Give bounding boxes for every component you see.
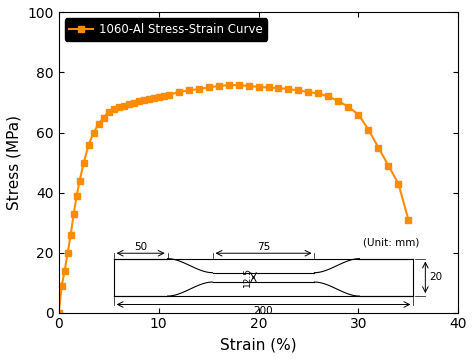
1060-Al Stress-Strain Curve xyxy=(86,143,91,147)
1060-Al Stress-Strain Curve xyxy=(151,96,156,100)
1060-Al Stress-Strain Curve xyxy=(146,97,152,101)
1060-Al Stress-Strain Curve xyxy=(166,93,172,97)
1060-Al Stress-Strain Curve xyxy=(141,97,146,102)
1060-Al Stress-Strain Curve xyxy=(121,103,127,108)
1060-Al Stress-Strain Curve xyxy=(316,91,321,95)
X-axis label: Strain (%): Strain (%) xyxy=(220,337,297,352)
1060-Al Stress-Strain Curve xyxy=(74,194,80,198)
1060-Al Stress-Strain Curve xyxy=(131,101,137,105)
1060-Al Stress-Strain Curve xyxy=(126,102,131,106)
1060-Al Stress-Strain Curve xyxy=(161,94,166,98)
1060-Al Stress-Strain Curve xyxy=(136,99,142,103)
1060-Al Stress-Strain Curve xyxy=(265,85,271,90)
1060-Al Stress-Strain Curve xyxy=(286,87,292,91)
1060-Al Stress-Strain Curve xyxy=(71,211,77,216)
1060-Al Stress-Strain Curve xyxy=(196,87,201,91)
1060-Al Stress-Strain Curve xyxy=(81,160,87,165)
1060-Al Stress-Strain Curve xyxy=(236,83,241,87)
1060-Al Stress-Strain Curve xyxy=(106,109,111,114)
1060-Al Stress-Strain Curve xyxy=(101,115,107,120)
Line: 1060-Al Stress-Strain Curve: 1060-Al Stress-Strain Curve xyxy=(56,82,411,316)
1060-Al Stress-Strain Curve xyxy=(406,218,411,222)
1060-Al Stress-Strain Curve xyxy=(326,94,331,99)
Text: 12.5: 12.5 xyxy=(243,267,252,287)
1060-Al Stress-Strain Curve xyxy=(346,105,351,109)
1060-Al Stress-Strain Curve xyxy=(276,86,282,90)
1060-Al Stress-Strain Curve xyxy=(65,251,71,255)
Legend: 1060-Al Stress-Strain Curve: 1060-Al Stress-Strain Curve xyxy=(64,18,267,41)
1060-Al Stress-Strain Curve xyxy=(226,83,231,87)
1060-Al Stress-Strain Curve xyxy=(385,163,391,168)
Text: 50: 50 xyxy=(134,242,147,252)
Y-axis label: Stress (MPa): Stress (MPa) xyxy=(7,115,22,210)
1060-Al Stress-Strain Curve xyxy=(68,232,73,237)
Text: (Unit: mm): (Unit: mm) xyxy=(364,237,420,247)
1060-Al Stress-Strain Curve xyxy=(186,88,191,93)
1060-Al Stress-Strain Curve xyxy=(156,95,162,99)
1060-Al Stress-Strain Curve xyxy=(176,90,182,94)
1060-Al Stress-Strain Curve xyxy=(246,84,251,88)
Text: 20: 20 xyxy=(429,272,442,283)
1060-Al Stress-Strain Curve xyxy=(206,85,211,90)
1060-Al Stress-Strain Curve xyxy=(365,127,371,132)
1060-Al Stress-Strain Curve xyxy=(356,112,361,117)
1060-Al Stress-Strain Curve xyxy=(116,105,121,109)
1060-Al Stress-Strain Curve xyxy=(296,88,301,93)
1060-Al Stress-Strain Curve xyxy=(96,121,101,126)
1060-Al Stress-Strain Curve xyxy=(216,84,221,88)
1060-Al Stress-Strain Curve xyxy=(111,106,117,111)
1060-Al Stress-Strain Curve xyxy=(62,269,68,273)
1060-Al Stress-Strain Curve xyxy=(56,311,62,315)
Text: 75: 75 xyxy=(257,242,270,252)
1060-Al Stress-Strain Curve xyxy=(77,178,82,183)
1060-Al Stress-Strain Curve xyxy=(306,90,311,94)
1060-Al Stress-Strain Curve xyxy=(336,99,341,103)
1060-Al Stress-Strain Curve xyxy=(59,284,64,288)
Text: 200: 200 xyxy=(254,306,273,316)
1060-Al Stress-Strain Curve xyxy=(395,181,401,186)
1060-Al Stress-Strain Curve xyxy=(375,145,381,150)
1060-Al Stress-Strain Curve xyxy=(255,85,261,89)
1060-Al Stress-Strain Curve xyxy=(91,130,97,135)
